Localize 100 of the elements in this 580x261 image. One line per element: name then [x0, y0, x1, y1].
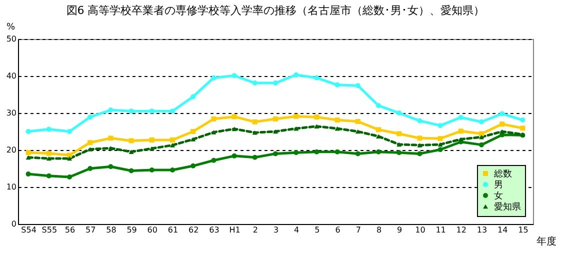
- point: [273, 116, 278, 122]
- point: [88, 114, 93, 120]
- point: [149, 138, 154, 143]
- point: [355, 129, 360, 134]
- y-tick-label: 10: [6, 182, 16, 192]
- point: [294, 114, 299, 119]
- x-axis-title: 年度: [536, 236, 556, 248]
- x-tick-label: 4: [294, 226, 300, 234]
- point: [500, 129, 505, 134]
- point: [314, 75, 320, 80]
- point: [314, 114, 320, 120]
- point: [190, 94, 196, 100]
- x-tick-label: 62: [188, 226, 199, 234]
- point: [46, 156, 52, 161]
- point: [26, 150, 31, 156]
- point: [355, 119, 360, 124]
- x-tick-label: 14: [498, 226, 508, 234]
- x-tick-label: S55: [42, 226, 58, 234]
- point: [46, 173, 52, 178]
- point: [252, 154, 258, 160]
- point: [211, 130, 216, 134]
- point: [108, 146, 114, 150]
- point: [334, 82, 340, 88]
- x-tick-label: 60: [147, 226, 158, 234]
- point: [190, 137, 196, 142]
- point: [355, 83, 360, 88]
- point: [376, 127, 381, 132]
- point: [314, 124, 320, 128]
- point: [67, 156, 72, 161]
- point: [500, 111, 505, 116]
- point: [438, 147, 443, 152]
- point: [108, 164, 114, 170]
- point: [108, 136, 114, 141]
- y-tick-label: 0: [11, 220, 16, 228]
- chart-title: 図6 高等学校卒業者の専修学校等入学率の推移（名古屋市（総数･男･女）、愛知県）: [66, 4, 485, 17]
- point: [232, 73, 237, 78]
- point: [479, 142, 484, 148]
- point: [376, 134, 381, 138]
- point: [252, 130, 258, 135]
- point: [314, 149, 320, 154]
- x-tick-label: 7: [356, 226, 361, 234]
- x-tick-label: H1: [229, 226, 240, 234]
- x-tick-label: 2: [252, 226, 258, 234]
- point: [252, 119, 258, 124]
- point: [46, 126, 52, 132]
- x-tick-label: 57: [86, 226, 96, 234]
- point: [458, 137, 464, 142]
- point: [211, 75, 216, 80]
- point: [26, 155, 31, 160]
- point: [438, 142, 443, 147]
- x-tick-label: 13: [476, 226, 488, 234]
- point: [232, 114, 237, 120]
- point: [26, 129, 31, 134]
- point: [294, 150, 299, 156]
- x-tick-label: 59: [126, 226, 137, 234]
- point: [500, 122, 505, 127]
- legend-label: 女: [494, 190, 503, 202]
- x-tick-label: S54: [21, 226, 36, 234]
- point: [128, 108, 134, 114]
- point: [334, 118, 340, 123]
- point: [417, 136, 422, 141]
- point: [294, 126, 299, 131]
- point: [273, 129, 278, 134]
- point: [376, 103, 381, 108]
- point: [458, 128, 464, 134]
- point: [170, 167, 175, 172]
- x-tick-label: 12: [456, 226, 466, 234]
- point: [67, 174, 72, 180]
- point: [26, 172, 31, 177]
- point: [396, 150, 402, 156]
- point: [520, 118, 526, 123]
- point: [334, 149, 340, 154]
- point: [438, 136, 443, 142]
- point: [355, 151, 360, 156]
- point: [67, 152, 72, 158]
- x-tick-label: 3: [273, 226, 279, 234]
- point: [417, 118, 422, 124]
- point: [438, 123, 443, 128]
- x-tick-label: 11: [436, 226, 446, 234]
- point: [417, 143, 422, 148]
- point: [170, 143, 175, 148]
- y-tick-label: 50: [6, 34, 16, 44]
- point: [211, 158, 216, 163]
- point: [46, 150, 52, 156]
- point: [232, 153, 237, 158]
- point: [396, 131, 402, 136]
- point: [334, 126, 340, 131]
- legend-label: 男: [494, 180, 503, 190]
- point: [190, 163, 196, 168]
- point: [190, 129, 196, 134]
- point: [520, 126, 526, 131]
- point: [88, 140, 93, 146]
- x-tick-label: 58: [106, 226, 116, 234]
- y-tick-label: 30: [6, 108, 16, 118]
- point: [479, 119, 484, 124]
- point: [458, 114, 464, 120]
- point: [396, 142, 402, 147]
- point: [273, 151, 278, 156]
- x-tick-label: 15: [518, 226, 528, 234]
- y-axis-title: %: [6, 22, 16, 32]
